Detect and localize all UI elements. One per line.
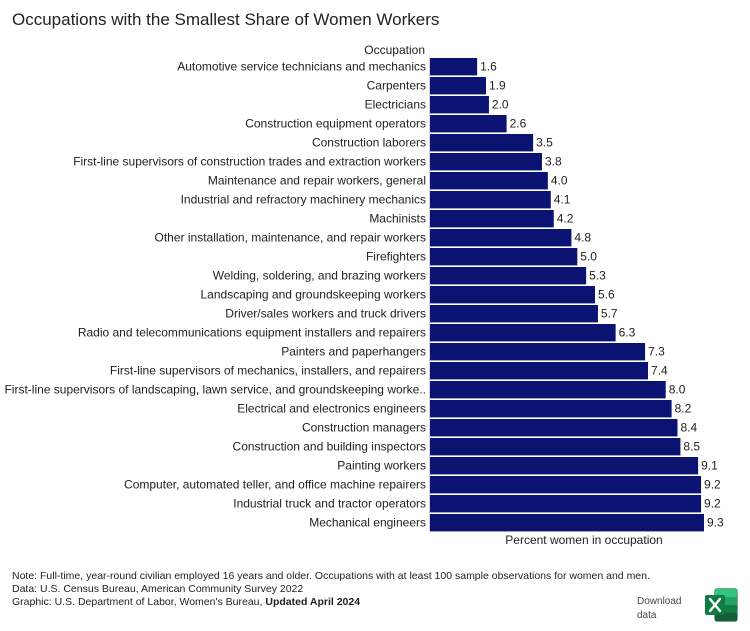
category-label: Painting workers — [337, 459, 426, 473]
category-label: Machinists — [369, 212, 426, 226]
bar[interactable] — [430, 324, 616, 342]
category-label: Construction and building inspectors — [233, 440, 426, 454]
excel-icon[interactable] — [704, 587, 738, 623]
category-label: Computer, automated teller, and office m… — [124, 478, 426, 492]
bar[interactable] — [430, 476, 702, 494]
bar[interactable] — [430, 229, 572, 247]
bar[interactable] — [430, 343, 646, 361]
value-label: 3.8 — [545, 155, 562, 169]
category-label: Construction equipment operators — [245, 117, 426, 131]
value-label: 7.3 — [648, 345, 665, 359]
category-label: Industrial truck and tractor operators — [233, 497, 426, 511]
category-label: Welding, soldering, and brazing workers — [213, 269, 426, 283]
download-data-link[interactable]: Download data — [637, 595, 697, 623]
category-label: Other installation, maintenance, and rep… — [155, 231, 426, 245]
category-label: First-line supervisors of mechanics, ins… — [110, 364, 426, 378]
category-label: Construction laborers — [312, 136, 426, 150]
category-label: First-line supervisors of landscaping, l… — [4, 383, 426, 397]
category-label: Landscaping and groundskeeping workers — [201, 288, 427, 302]
value-label: 5.3 — [589, 269, 606, 283]
bar[interactable] — [430, 191, 551, 209]
bar[interactable] — [430, 58, 478, 76]
value-label: 9.1 — [701, 459, 718, 473]
bar[interactable] — [430, 134, 534, 152]
bar[interactable] — [430, 305, 598, 323]
x-axis-label: Percent women in occupation — [505, 533, 662, 547]
bar[interactable] — [430, 400, 672, 418]
value-label: 4.0 — [551, 174, 568, 188]
value-label: 3.5 — [536, 136, 553, 150]
bar[interactable] — [430, 172, 548, 190]
value-label: 4.1 — [554, 193, 571, 207]
bar[interactable] — [430, 210, 554, 228]
bar[interactable] — [430, 267, 587, 285]
chart-title: Occupations with the Smallest Share of W… — [12, 10, 440, 29]
value-label: 4.2 — [557, 212, 574, 226]
value-label: 1.6 — [480, 60, 497, 74]
category-label: Construction managers — [302, 421, 426, 435]
category-label: Electrical and electronics engineers — [237, 402, 426, 416]
category-label: Automotive service technicians and mecha… — [177, 60, 426, 74]
note-text: Note: Full-time, year-round civilian emp… — [12, 570, 650, 582]
value-label: 1.9 — [489, 79, 506, 93]
download-label-line1: Download — [637, 596, 682, 607]
graphic-credit: Graphic: U.S. Department of Labor, Women… — [12, 596, 650, 609]
bar[interactable] — [430, 153, 542, 171]
category-label: Painters and paperhangers — [281, 345, 426, 359]
bar[interactable] — [430, 514, 704, 532]
graphic-credit-prefix: Graphic: U.S. Department of Labor, Women… — [12, 596, 266, 608]
value-label: 5.6 — [598, 288, 615, 302]
category-label: Carpenters — [367, 79, 426, 93]
data-source: Data: U.S. Census Bureau, American Commu… — [12, 583, 304, 595]
value-label: 2.0 — [492, 98, 509, 112]
category-axis-header: Occupation — [364, 43, 425, 57]
bar[interactable] — [430, 438, 681, 456]
value-label: 8.4 — [680, 421, 697, 435]
bar-chart: Occupation Automotive service technician… — [4, 43, 724, 547]
value-label: 9.3 — [707, 516, 724, 530]
bar[interactable] — [430, 77, 486, 95]
value-label: 2.6 — [510, 117, 527, 131]
bar[interactable] — [430, 248, 578, 266]
category-label: Maintenance and repair workers, general — [208, 174, 426, 188]
footnotes: Note: Full-time, year-round civilian emp… — [12, 570, 650, 609]
bar[interactable] — [430, 362, 649, 380]
bar[interactable] — [430, 286, 595, 304]
value-label: 6.3 — [619, 326, 636, 340]
category-label: Mechanical engineers — [309, 516, 426, 530]
value-label: 8.5 — [683, 440, 700, 454]
value-label: 8.2 — [675, 402, 692, 416]
category-label: Radio and telecommunications equipment i… — [78, 326, 426, 340]
value-label: 5.0 — [580, 250, 597, 264]
updated-date: Updated April 2024 — [265, 596, 361, 608]
value-label: 9.2 — [704, 497, 721, 511]
download-label-line2: data — [637, 610, 657, 621]
bar[interactable] — [430, 115, 507, 133]
value-label: 7.4 — [651, 364, 668, 378]
value-label: 4.8 — [574, 231, 591, 245]
bar[interactable] — [430, 96, 489, 114]
bar[interactable] — [430, 419, 678, 437]
category-label: Firefighters — [366, 250, 426, 264]
value-label: 8.0 — [669, 383, 686, 397]
category-label: Driver/sales workers and truck drivers — [225, 307, 426, 321]
bar[interactable] — [430, 381, 666, 399]
category-label: Industrial and refractory machinery mech… — [181, 193, 426, 207]
category-label: Electricians — [365, 98, 426, 112]
value-label: 5.7 — [601, 307, 618, 321]
category-label: First-line supervisors of construction t… — [73, 155, 426, 169]
value-label: 9.2 — [704, 478, 721, 492]
bar[interactable] — [430, 457, 699, 475]
bar[interactable] — [430, 495, 702, 513]
